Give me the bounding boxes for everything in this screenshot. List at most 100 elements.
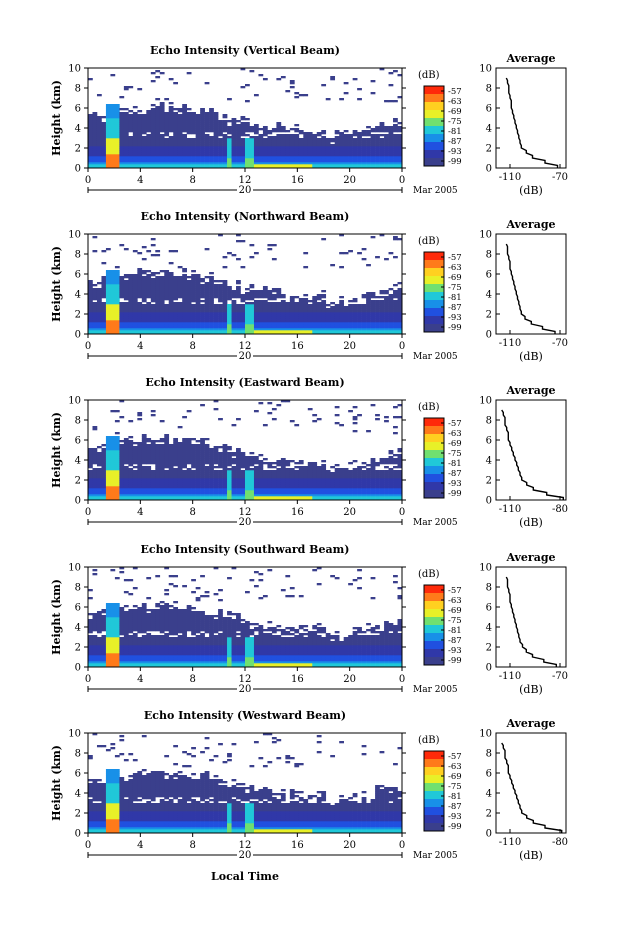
- heatmap-cell: [276, 166, 282, 169]
- heatmap-cell: [384, 310, 389, 313]
- heatmap-cell: [366, 162, 371, 165]
- heatmap-cell: [159, 110, 165, 113]
- heatmap-cell: [397, 282, 403, 285]
- colorbar-swatch: [424, 86, 444, 95]
- colorbar-frame: [423, 85, 445, 167]
- heatmap-cell: [213, 328, 219, 331]
- heatmap-cell: [114, 444, 120, 447]
- heatmap-cell: [177, 490, 183, 493]
- heatmap-cell: [182, 486, 187, 489]
- heatmap-cell: [137, 494, 143, 497]
- heatmap-cell: [164, 482, 170, 485]
- heatmap-cell: [348, 314, 353, 317]
- heatmap-cell: [150, 164, 156, 167]
- heatmap-cell: [168, 138, 174, 141]
- heatmap-cell: [137, 496, 143, 499]
- heatmap-cell: [361, 144, 367, 147]
- heatmap-cell: [312, 330, 318, 333]
- heatmap-cell: [137, 468, 143, 471]
- heatmap-cell: [209, 296, 214, 299]
- heatmap-cell: [110, 150, 116, 153]
- heatmap-cell: [218, 462, 223, 465]
- heatmap-cell: [182, 312, 187, 315]
- heatmap-cell: [298, 328, 304, 331]
- heatmap-cell: [285, 462, 291, 465]
- heatmap-cell: [155, 316, 161, 319]
- heatmap-cell: [137, 282, 143, 285]
- heatmap-cell: [213, 322, 219, 325]
- heatmap-cell: [101, 452, 107, 455]
- heatmap-cell: [276, 302, 282, 305]
- heatmap-cell: [236, 258, 241, 261]
- heatmap-cell: [312, 488, 318, 491]
- heatmap-cell: [200, 152, 205, 155]
- heatmap-cell: [236, 160, 241, 163]
- heatmap-cell: [128, 314, 134, 317]
- heatmap-cell: [137, 88, 143, 91]
- heatmap-cell: [339, 152, 344, 155]
- heatmap-cell: [393, 164, 398, 167]
- heatmap-cell: [155, 318, 161, 321]
- heatmap-cell: [191, 278, 196, 281]
- heatmap-cell: [393, 148, 398, 151]
- heatmap-cell: [294, 136, 300, 139]
- heatmap-cell: [150, 440, 156, 443]
- heatmap-cell: [204, 448, 210, 451]
- heatmap-cell: [253, 488, 259, 491]
- heatmap-cell: [222, 444, 228, 447]
- heatmap-cell: [231, 490, 237, 493]
- heatmap-cell: [114, 152, 120, 155]
- heatmap-cell: [379, 292, 385, 295]
- heatmap-cell: [334, 312, 340, 315]
- heatmap-cell: [182, 492, 187, 495]
- heatmap-cell: [88, 474, 93, 477]
- heatmap-cell: [119, 166, 125, 169]
- heatmap-cell: [209, 458, 214, 461]
- heatmap-cell: [289, 320, 295, 323]
- heatmap-cell: [245, 122, 250, 125]
- heatmap-cell: [298, 94, 304, 97]
- heatmap-cell: [195, 458, 201, 461]
- heatmap-cell: [249, 302, 255, 305]
- heatmap-cell: [195, 496, 201, 499]
- heatmap-cell: [249, 484, 255, 487]
- heatmap-cell: [330, 160, 336, 163]
- heatmap-cell: [388, 140, 394, 143]
- heatmap-cell: [321, 300, 327, 303]
- heatmap-cell: [280, 146, 286, 149]
- heatmap-cell: [218, 128, 223, 131]
- heatmap-cell: [352, 156, 358, 159]
- heatmap-cell: [110, 488, 116, 491]
- heatmap-cell: [361, 308, 367, 311]
- heatmap-cell: [204, 320, 210, 323]
- heatmap-cell: [330, 326, 336, 329]
- heatmap-cell: [132, 326, 138, 329]
- heatmap-cell: [132, 298, 138, 301]
- heatmap-cell: [159, 478, 165, 481]
- heatmap-cell: [236, 318, 241, 321]
- heatmap-cell: [388, 146, 394, 149]
- heatmap-cell: [105, 442, 111, 445]
- heatmap-cell: [168, 496, 174, 499]
- heatmap-cell: [137, 318, 143, 321]
- heatmap-cell: [92, 130, 98, 133]
- heatmap-cell: [307, 462, 313, 465]
- heatmap-cell: [231, 166, 237, 169]
- heatmap-cell: [200, 316, 205, 319]
- heatmap-cell: [397, 122, 403, 125]
- heatmap-cell: [96, 328, 102, 331]
- heatmap-cell: [393, 300, 398, 303]
- heatmap-cell: [146, 164, 152, 167]
- heatmap-cell: [204, 466, 210, 469]
- heatmap-cell: [262, 142, 268, 145]
- heatmap-cell: [213, 112, 219, 115]
- heatmap-cell: [393, 292, 398, 295]
- heatmap-cell: [222, 288, 228, 291]
- heatmap-cell: [236, 142, 241, 145]
- heatmap-cell: [195, 290, 201, 293]
- heatmap-cell: [236, 148, 241, 151]
- heatmap-cell: [92, 144, 98, 147]
- heatmap-cell: [119, 462, 125, 465]
- heatmap-cell: [164, 462, 170, 465]
- profile-y-tick-label: 8: [486, 250, 492, 261]
